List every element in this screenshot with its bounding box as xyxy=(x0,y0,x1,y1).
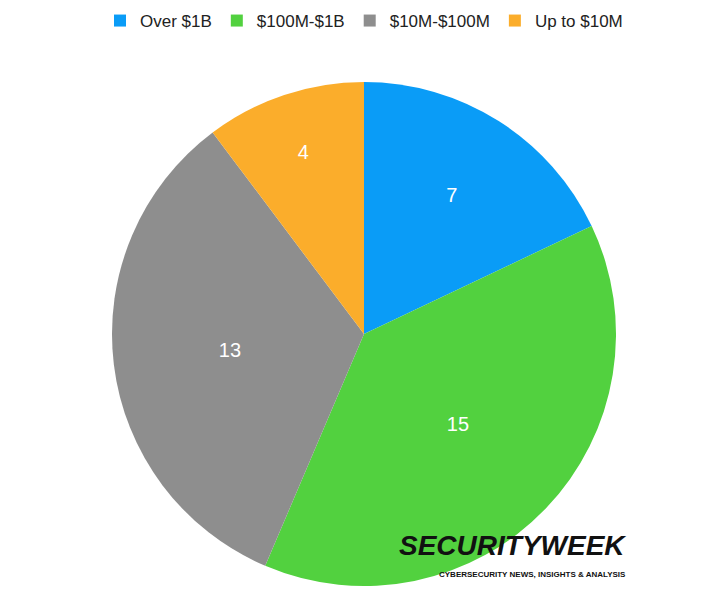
svg-text:SECURITYWEEK: SECURITYWEEK xyxy=(399,530,626,561)
svg-text:$100M-$1B: $100M-$1B xyxy=(257,12,345,31)
svg-text:Up to $10M: Up to $10M xyxy=(535,12,623,31)
svg-text:13: 13 xyxy=(219,339,241,361)
svg-text:Over $1B: Over $1B xyxy=(140,12,212,31)
svg-text:$10M-$100M: $10M-$100M xyxy=(390,12,490,31)
svg-text:4: 4 xyxy=(298,141,309,163)
svg-text:15: 15 xyxy=(447,413,469,435)
svg-text:7: 7 xyxy=(446,184,457,206)
svg-text:CYBERSECURITY NEWS, INSIGHTS &: CYBERSECURITY NEWS, INSIGHTS & ANALYSIS xyxy=(439,570,626,579)
